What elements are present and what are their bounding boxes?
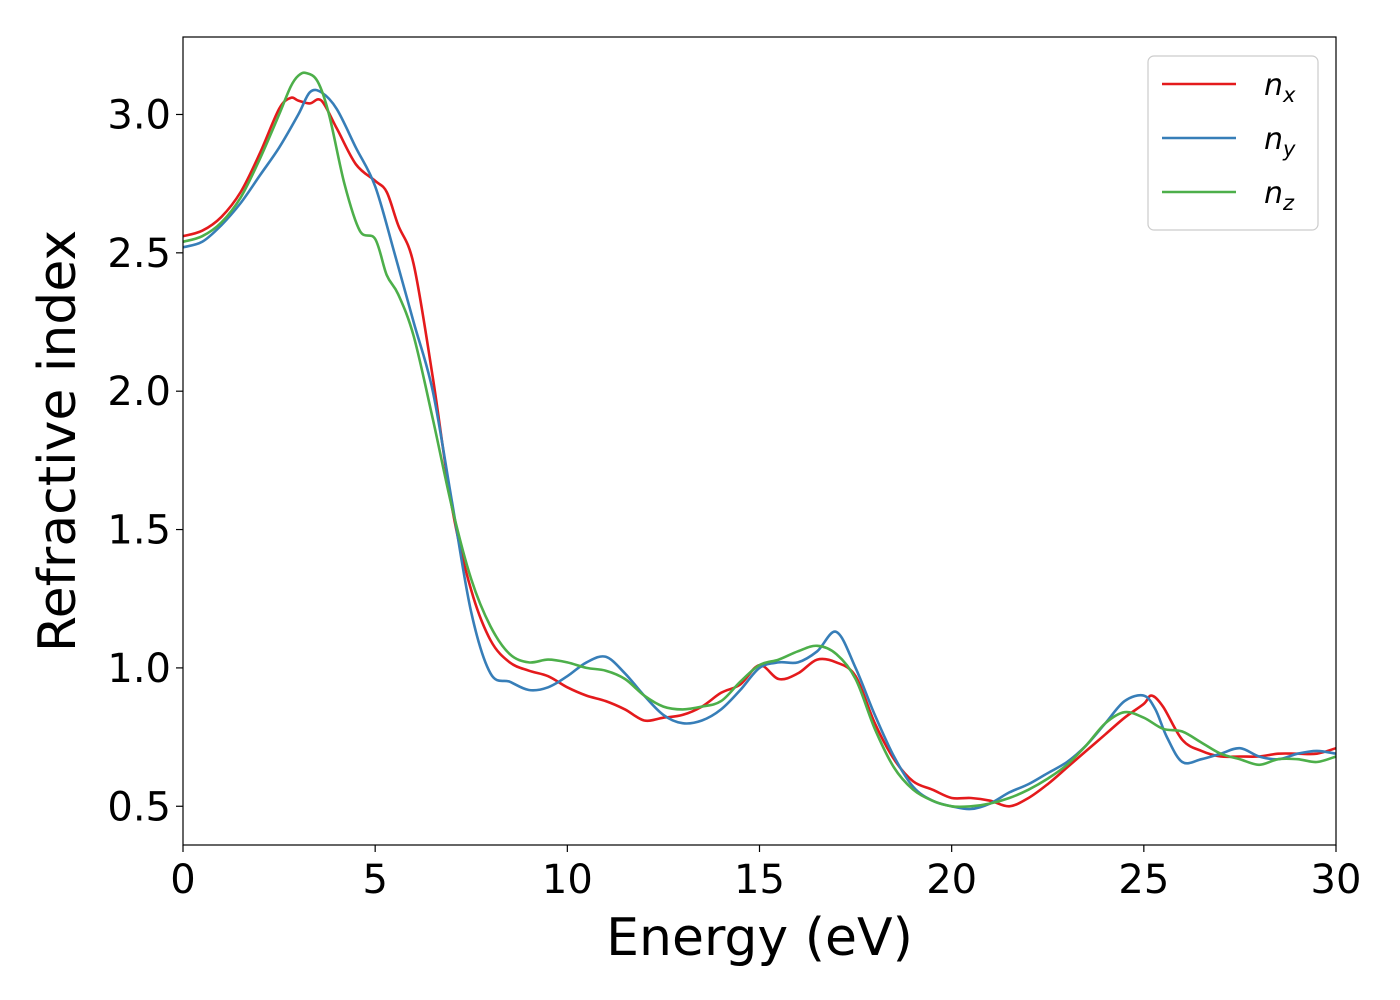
y-tick-label: 1.5 bbox=[107, 508, 171, 554]
x-tick-label: 10 bbox=[542, 857, 593, 903]
x-tick-label: 30 bbox=[1311, 857, 1362, 903]
legend-label-z: nz bbox=[1264, 176, 1295, 215]
legend-label-x: nx bbox=[1264, 68, 1296, 107]
x-tick-label: 5 bbox=[362, 857, 387, 903]
x-axis: 0 5 10 15 20 25 30 bbox=[170, 845, 1361, 903]
x-axis-title: Energy (eV) bbox=[606, 908, 913, 968]
legend-label-y: ny bbox=[1264, 122, 1296, 161]
y-axis-title: Refractive index bbox=[28, 230, 88, 652]
y-tick-label: 2.5 bbox=[107, 231, 171, 277]
y-tick-label: 1.0 bbox=[107, 646, 171, 692]
series-line-z bbox=[183, 71, 1336, 809]
y-axis: 0.5 1.0 1.5 2.0 2.5 3.0 bbox=[107, 92, 183, 830]
x-tick-label: 15 bbox=[734, 857, 785, 903]
series-line-y bbox=[183, 88, 1336, 811]
y-tick-label: 2.0 bbox=[107, 369, 171, 415]
x-tick-label: 20 bbox=[926, 857, 977, 903]
legend-box bbox=[1147, 55, 1319, 231]
series-layer bbox=[183, 71, 1336, 811]
y-tick-label: 0.5 bbox=[107, 784, 171, 830]
y-tick-label: 3.0 bbox=[107, 92, 171, 138]
x-tick-label: 0 bbox=[170, 857, 195, 903]
x-tick-label: 25 bbox=[1118, 857, 1169, 903]
series-line-x bbox=[183, 96, 1336, 808]
legend: nx ny nz bbox=[1147, 55, 1319, 231]
